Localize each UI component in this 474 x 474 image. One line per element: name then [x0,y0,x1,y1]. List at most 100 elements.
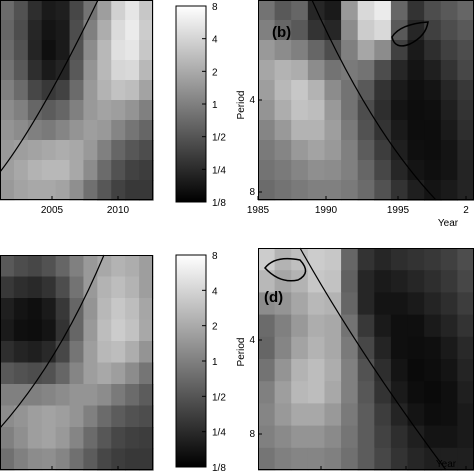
panel-label: (b) [272,24,291,41]
heatmap-cell [407,270,425,293]
heatmap-cell [125,180,140,201]
heatmap-cell [357,180,375,201]
colorbar-tick-label: 1/2 [212,133,226,144]
heatmap-cell [407,359,425,382]
heatmap-cell [111,0,126,21]
heatmap-cell [374,100,392,121]
cone-of-influence [299,247,447,471]
heatmap-cell [307,403,326,427]
heatmap-cell [27,140,43,161]
heatmap-cell [457,292,474,316]
heatmap-cell [13,405,29,428]
colorbar-tick-label: 8 [212,2,218,13]
heatmap-cell [111,384,126,407]
heatmap-cell [0,298,15,321]
heatmap-cell [111,120,126,141]
heatmap-cell [374,314,392,338]
heatmap-cell [69,60,85,81]
heatmap-cell [0,448,15,471]
heatmap-cell [324,447,342,471]
heatmap-cell [307,40,326,61]
x-tick-label: 1985 [247,205,270,216]
heatmap-cell [424,100,442,121]
heatmap-cell [407,336,425,360]
significance-contour [391,21,429,47]
heatmap-cell [13,140,29,161]
heatmap-cell [97,341,112,364]
heatmap-cell [407,160,425,181]
heatmap-cell [258,292,276,316]
heatmap-cell [69,20,85,41]
heatmap-cell [440,100,458,121]
heatmap-cell [457,381,474,404]
heatmap-cell [125,427,140,450]
heatmap-cell [374,292,392,316]
heatmap-cell [274,100,292,121]
heatmap-cell [69,180,85,201]
heatmap-cell [274,140,292,161]
heatmap-cell [55,405,71,428]
heatmap-cell [97,319,112,342]
heatmap-cell [55,298,71,321]
heatmap-cell [324,60,342,81]
heatmap-cell [41,255,57,278]
heatmap-cell [357,0,375,21]
heatmap-cell [139,276,154,299]
heatmap-cell [139,80,154,101]
heatmap-cell [357,140,375,161]
heatmap-cell [27,405,43,428]
heatmap-cell [457,180,474,201]
heatmap-cell [97,362,112,385]
heatmap-cell [274,359,292,382]
heatmap-cell [139,255,154,278]
heatmap-cell [390,314,409,338]
heatmap-cell [341,180,359,201]
heatmap-cell [357,60,375,81]
heatmap-cell [291,336,309,360]
heatmap-cell [390,447,409,471]
heatmap-cell [374,40,392,61]
heatmap-cell [258,314,276,338]
colorbar-1: 8 4 2 1 1/2 1/4 1/8 [175,2,226,209]
heatmap-cell [374,403,392,427]
heatmap-cell [83,362,98,385]
heatmap-cell [291,270,309,293]
heatmap-cell [139,160,154,181]
heatmap-cell [357,160,375,181]
heatmap-cell [258,140,276,161]
heatmap-cell [83,255,98,278]
heatmap-cell [374,381,392,404]
heatmap-cell [69,405,85,428]
heatmap-cell [83,0,98,21]
significance-contour [264,257,307,282]
heatmap-cell [374,180,392,201]
heatmap-cell [307,359,326,382]
heatmap-cell [69,255,85,278]
heatmap-cell [274,40,292,61]
heatmap-cell [97,298,112,321]
heatmap-cell [111,448,126,471]
x-tick-label: 1990 [315,205,338,216]
heatmap-cell [274,180,292,201]
heatmap-cell [374,0,392,21]
heatmap-cell [324,270,342,293]
heatmap-cell [307,120,326,141]
heatmap-cell [274,381,292,404]
heatmap-cell [55,362,71,385]
heatmap-cell [407,381,425,404]
heatmap-cell [424,248,442,271]
heatmap-cell [440,0,458,21]
heatmap-cell [55,80,71,101]
heatmap-cell [390,140,409,161]
heatmap-cell [457,160,474,181]
heatmap-cell [274,160,292,181]
heatmap-cell [13,298,29,321]
heatmap-cell [139,120,154,141]
heatmap-cell [457,20,474,41]
heatmap-cell [374,60,392,81]
heatmap-cell [324,403,342,427]
heatmap-cell [457,0,474,21]
heatmap-cell [83,120,98,141]
heatmap-cell [55,0,71,21]
heatmap-cell [27,60,43,81]
